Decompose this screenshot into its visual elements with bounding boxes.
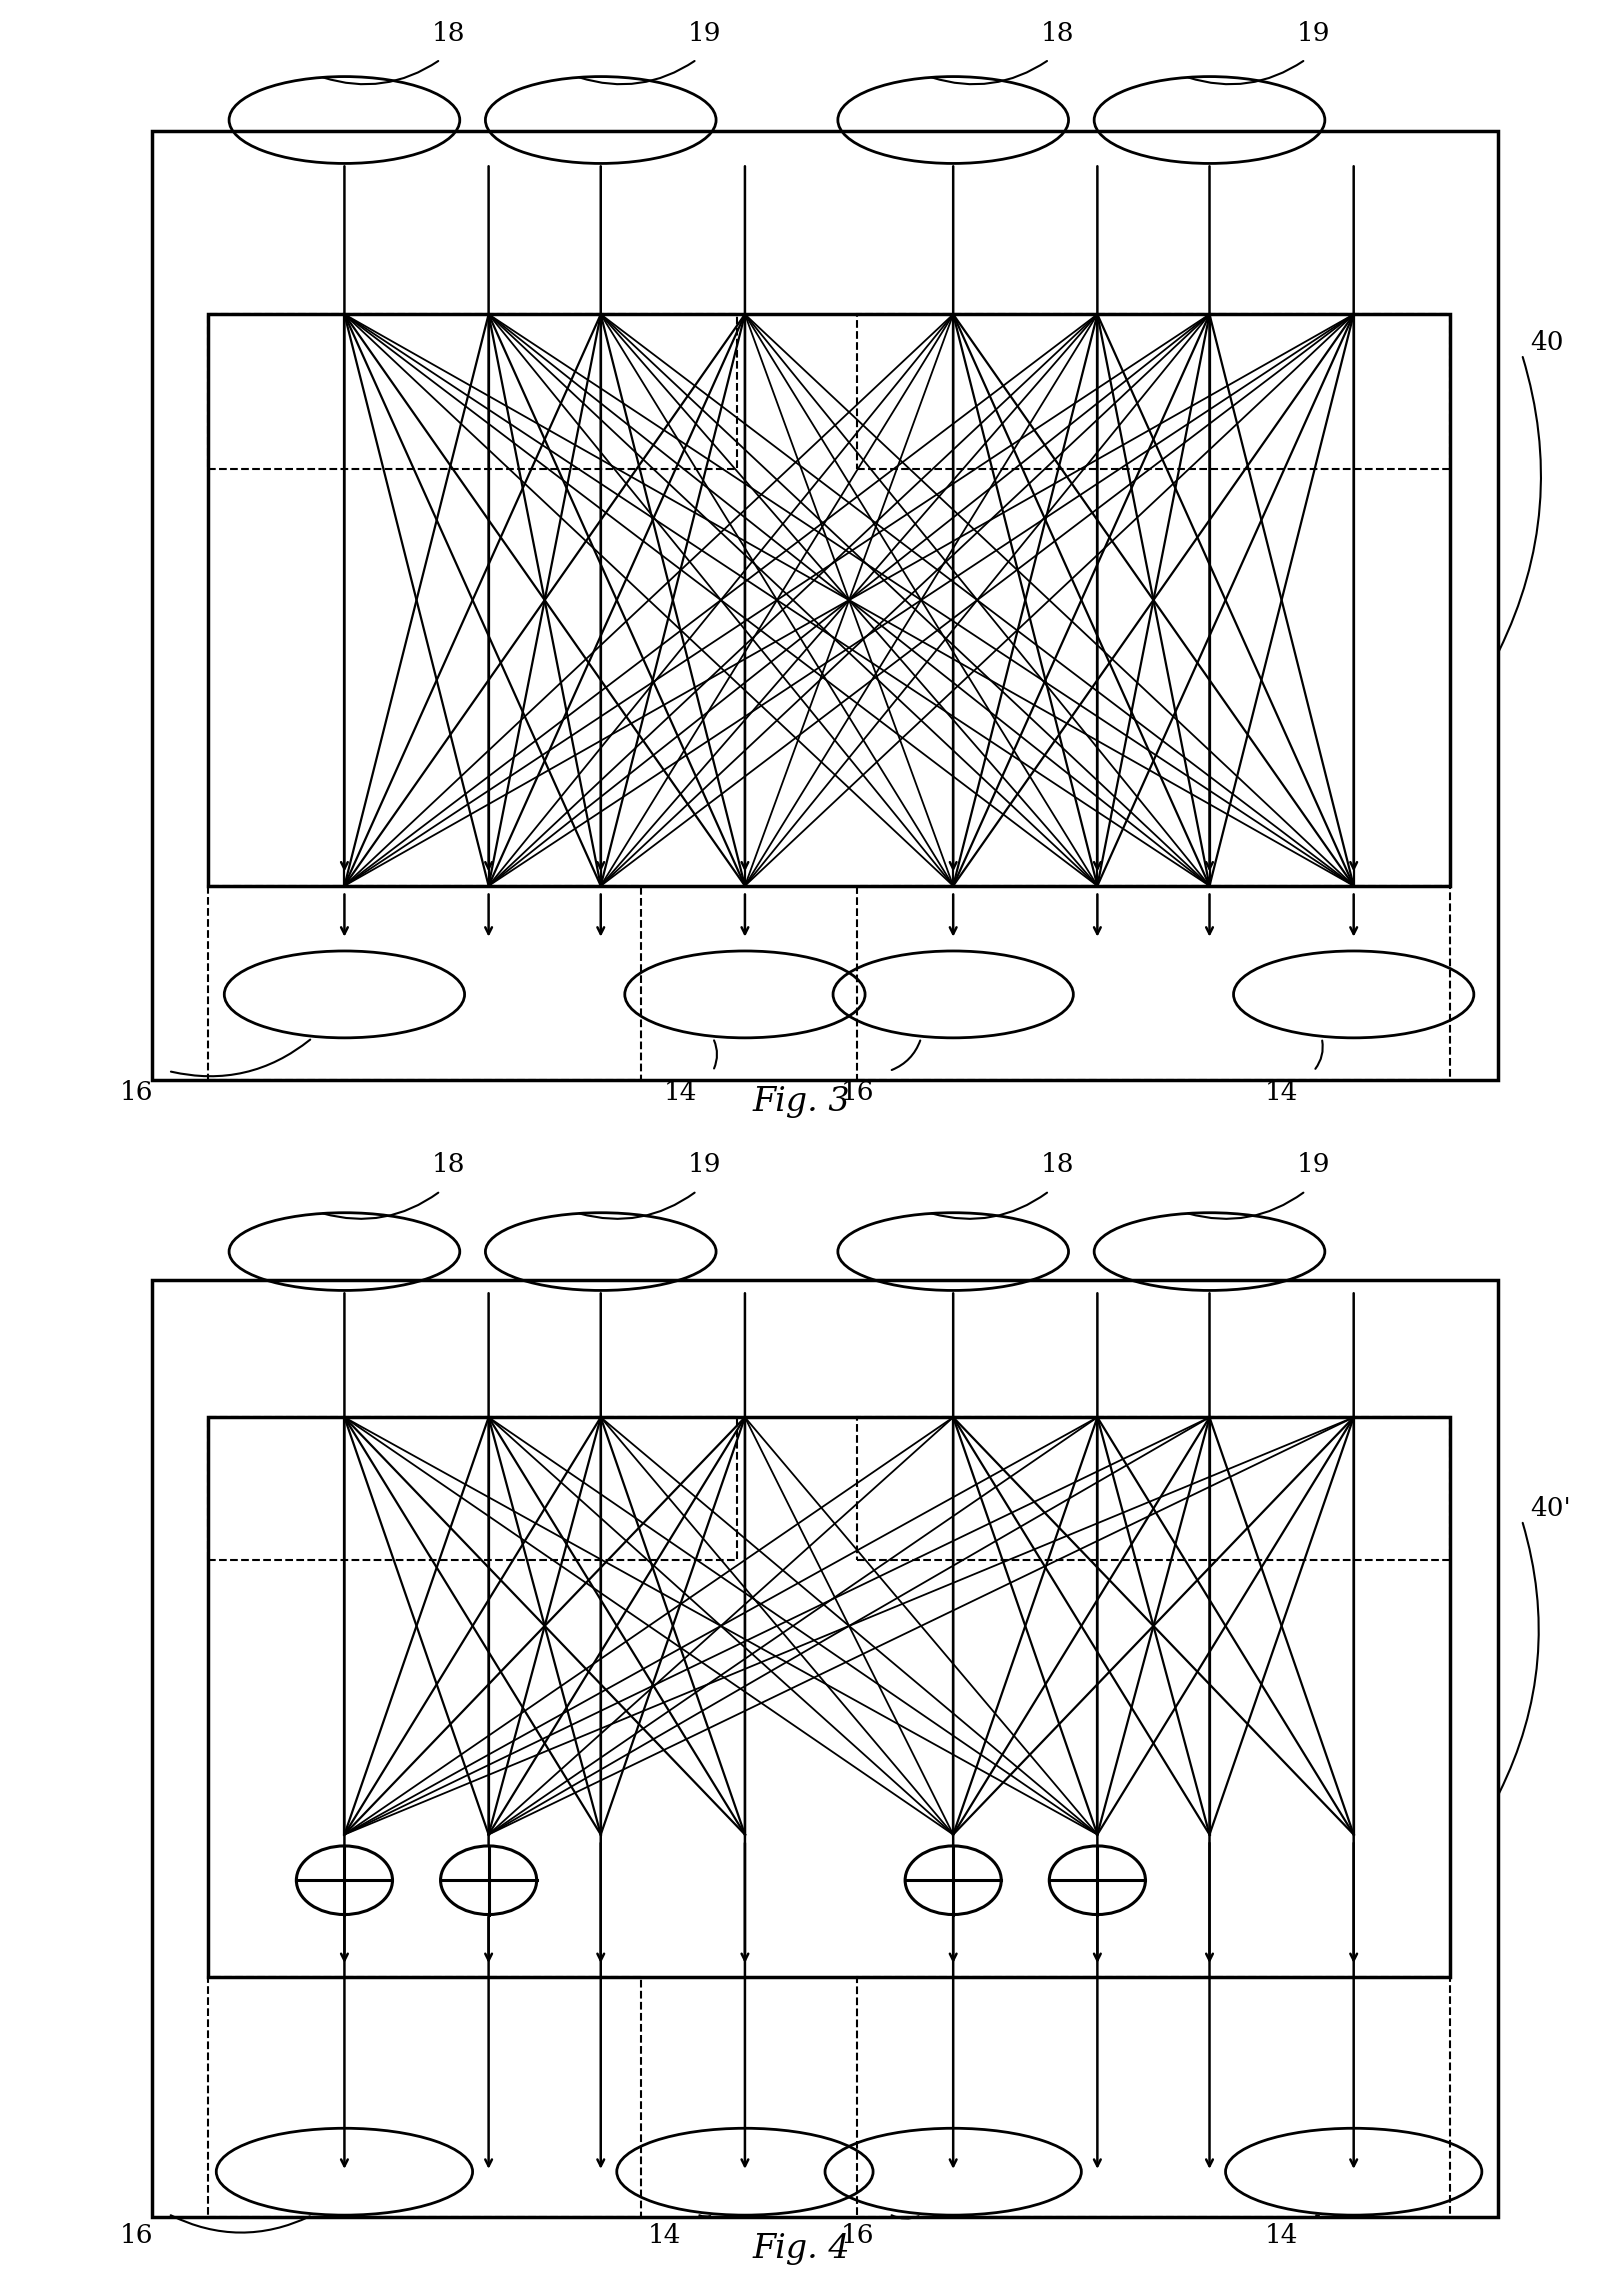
Bar bbox=[208, 313, 1450, 885]
Circle shape bbox=[905, 1847, 1001, 1916]
Text: 19: 19 bbox=[1298, 21, 1330, 46]
Circle shape bbox=[296, 1847, 392, 1916]
Text: 19: 19 bbox=[1298, 1152, 1330, 1177]
Bar bbox=[152, 1280, 1498, 2217]
Bar bbox=[208, 313, 737, 469]
Text: 16: 16 bbox=[841, 1081, 873, 1104]
Text: 40': 40' bbox=[1530, 1497, 1570, 1520]
Text: 19: 19 bbox=[689, 1152, 721, 1177]
Bar bbox=[208, 1417, 737, 1559]
Bar bbox=[857, 313, 1450, 469]
Text: 40: 40 bbox=[1530, 331, 1564, 354]
Bar bbox=[857, 1417, 1450, 1559]
Circle shape bbox=[441, 1847, 537, 1916]
Circle shape bbox=[1049, 1847, 1145, 1916]
Text: 18: 18 bbox=[433, 1152, 465, 1177]
Text: 14: 14 bbox=[1266, 2222, 1298, 2247]
Text: 16: 16 bbox=[120, 1081, 152, 1104]
Bar bbox=[152, 130, 1498, 1081]
Text: 14: 14 bbox=[665, 1081, 697, 1104]
Text: 18: 18 bbox=[433, 21, 465, 46]
Text: Fig. 4: Fig. 4 bbox=[753, 2233, 849, 2265]
Text: Fig. 3: Fig. 3 bbox=[753, 1086, 849, 1118]
Text: 19: 19 bbox=[689, 21, 721, 46]
Text: 16: 16 bbox=[841, 2222, 873, 2247]
Bar bbox=[208, 885, 641, 1081]
Bar bbox=[857, 1977, 1450, 2217]
Bar bbox=[208, 1977, 641, 2217]
Text: 14: 14 bbox=[1266, 1081, 1298, 1104]
Bar bbox=[857, 885, 1450, 1081]
Text: 18: 18 bbox=[1041, 1152, 1073, 1177]
Text: 14: 14 bbox=[649, 2222, 681, 2247]
Text: 16: 16 bbox=[120, 2222, 152, 2247]
Text: 18: 18 bbox=[1041, 21, 1073, 46]
Bar bbox=[208, 1417, 1450, 1977]
